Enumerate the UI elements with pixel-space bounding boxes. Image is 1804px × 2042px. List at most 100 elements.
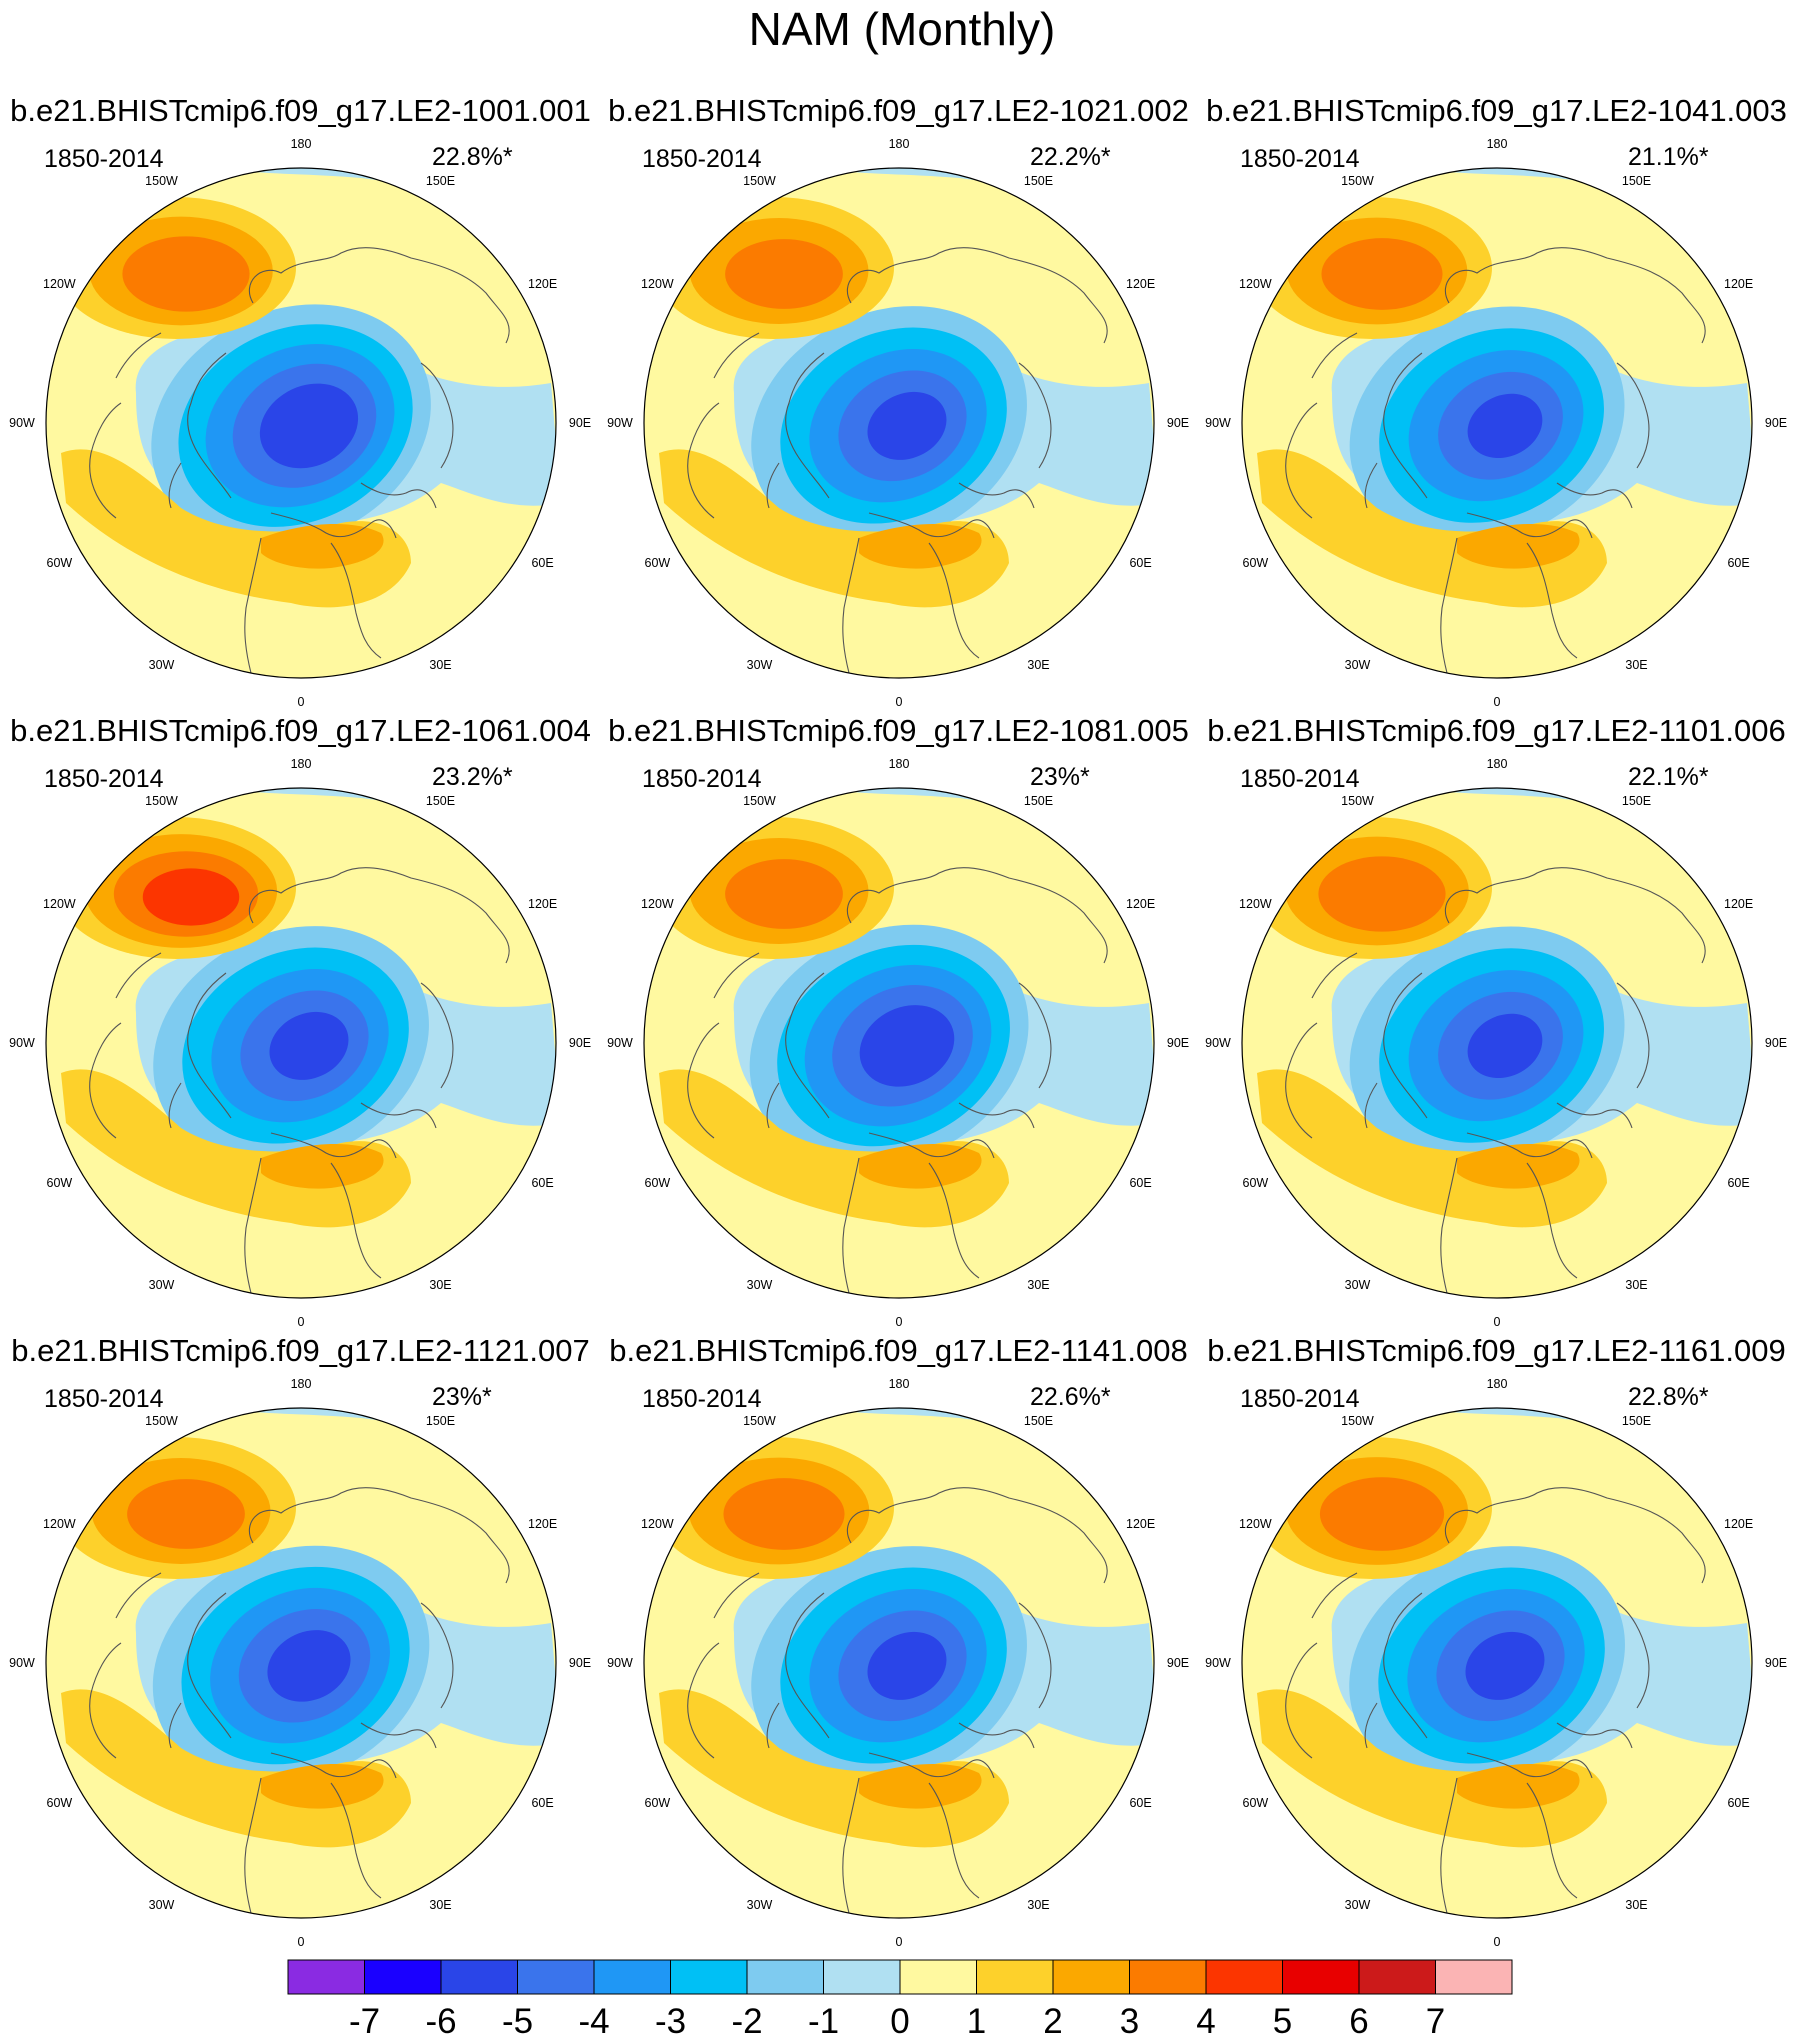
lon-label: 30E <box>429 1277 452 1292</box>
polar-map <box>45 787 557 1299</box>
polar-map <box>643 1407 1155 1919</box>
coastlines <box>687 247 1108 674</box>
lon-label: 180 <box>290 757 312 771</box>
lon-label: 120E <box>528 1516 558 1531</box>
lon-label: 30E <box>429 657 452 672</box>
polar-map <box>643 787 1155 1299</box>
panel-title: b.e21.BHISTcmip6.f09_g17.LE2-1081.005 <box>608 713 1189 748</box>
lon-label: 30E <box>1027 1277 1050 1292</box>
lon-label: 120W <box>43 276 76 291</box>
panel-years: 1850-2014 <box>642 145 762 173</box>
lon-label: 150E <box>425 1414 456 1429</box>
lon-label: 60W <box>46 1175 73 1190</box>
panel-years: 1850-2014 <box>642 1385 762 1413</box>
lon-label: 150E <box>1023 1414 1054 1429</box>
panel-variance-explained: 22.6%* <box>1030 1383 1111 1411</box>
field-band-pos-pacific <box>127 1479 245 1549</box>
field-band-pos-pacific <box>1319 1477 1445 1551</box>
coastlines <box>89 247 510 674</box>
field-band-pos-europe <box>1457 1143 1580 1189</box>
lon-label: 0 <box>895 1315 903 1329</box>
lon-label: 120W <box>641 896 674 911</box>
lon-label: 90E <box>1166 1656 1190 1670</box>
lon-label: 0 <box>895 1935 903 1949</box>
panel-years: 1850-2014 <box>642 765 762 793</box>
lon-label: 180 <box>290 1377 312 1391</box>
colorbar-swatch <box>1358 1959 1436 1995</box>
map-field <box>644 1408 1154 1918</box>
lon-label: 60W <box>1242 1175 1269 1190</box>
field-band-neg <box>259 383 359 469</box>
field-band-pos-europe <box>261 523 384 569</box>
lon-label: 30W <box>148 1897 175 1912</box>
panel-years: 1850-2014 <box>1240 145 1360 173</box>
lon-label: 30W <box>1344 657 1371 672</box>
lon-label: 30W <box>746 1277 773 1292</box>
lon-label: 0 <box>297 695 305 709</box>
lon-label: 150E <box>1023 794 1054 809</box>
polar-map <box>1241 1407 1753 1919</box>
lon-label: 150E <box>1621 174 1652 189</box>
panel-title: b.e21.BHISTcmip6.f09_g17.LE2-1021.002 <box>608 93 1189 128</box>
lon-label: 60E <box>531 1795 554 1810</box>
field-band-neg <box>1465 1631 1545 1700</box>
lon-label: 90W <box>607 1036 633 1050</box>
lon-label: 60E <box>531 1175 554 1190</box>
colorbar-tick-label: 0 <box>890 2002 910 2041</box>
panel-title: b.e21.BHISTcmip6.f09_g17.LE2-1061.004 <box>10 713 591 748</box>
colorbar-swatch <box>746 1959 824 1995</box>
colorbar-tick-label: 4 <box>1196 2002 1216 2041</box>
map-border <box>643 787 1155 1299</box>
colorbar-tick-label: 2 <box>1043 2002 1063 2041</box>
lon-label: 180 <box>1486 1377 1508 1391</box>
lon-label: 90W <box>9 1036 35 1050</box>
field-band-pos-pacific <box>142 868 240 926</box>
field-band-neg <box>1467 1013 1543 1079</box>
lon-label: 150E <box>1621 794 1652 809</box>
lon-label: 60W <box>1242 1795 1269 1810</box>
lon-label: 180 <box>888 1377 910 1391</box>
field-band-neg <box>867 1631 947 1700</box>
lon-label: 0 <box>895 695 903 709</box>
coastlines <box>1285 867 1706 1294</box>
field-band-neg <box>269 1011 349 1080</box>
field-band-pos-pacific <box>122 236 250 312</box>
map-panel: b.e21.BHISTcmip6.f09_g17.LE2-1061.004 185… <box>0 713 601 1333</box>
map-border <box>45 1407 557 1919</box>
lon-label: 90E <box>1166 1036 1190 1050</box>
lon-label: 150W <box>145 1414 178 1429</box>
map-border <box>643 1407 1155 1919</box>
lon-label: 30E <box>1027 1897 1050 1912</box>
panel-variance-explained: 22.8%* <box>432 143 513 171</box>
polar-map <box>643 167 1155 679</box>
polar-map <box>45 1407 557 1919</box>
panel-variance-explained: 22.2%* <box>1030 143 1111 171</box>
colorbar-swatch <box>899 1959 977 1995</box>
colorbar-swatch <box>976 1959 1054 1995</box>
colorbar-tick-label: 6 <box>1349 2002 1369 2041</box>
lon-label: 90W <box>1205 1656 1231 1670</box>
colorbar-swatch <box>1052 1959 1130 1995</box>
lon-label: 60W <box>46 555 73 570</box>
field-band-neg <box>867 391 947 460</box>
map-field <box>1242 788 1752 1298</box>
colorbar-swatch <box>440 1959 518 1995</box>
lon-label: 120E <box>1126 276 1156 291</box>
colorbar-tick-label: 7 <box>1425 2002 1446 2041</box>
lon-label: 60W <box>644 1795 671 1810</box>
lon-label: 180 <box>1486 757 1508 771</box>
lon-label: 30E <box>1625 657 1648 672</box>
lon-label: 30W <box>1344 1897 1371 1912</box>
lon-label: 120E <box>1724 896 1754 911</box>
colorbar-swatch <box>593 1959 671 1995</box>
field-band-pos-pacific <box>723 1478 845 1550</box>
colorbar-tick-label: -6 <box>425 2002 457 2041</box>
map-field <box>1242 168 1752 678</box>
panel-years: 1850-2014 <box>1240 765 1360 793</box>
lon-label: 180 <box>290 137 312 151</box>
colorbar-swatch <box>1205 1959 1283 1995</box>
field-band-pos-pacific <box>725 859 843 929</box>
lon-label: 90W <box>9 416 35 430</box>
lon-label: 90E <box>1166 416 1190 430</box>
coastlines <box>1285 1487 1706 1914</box>
